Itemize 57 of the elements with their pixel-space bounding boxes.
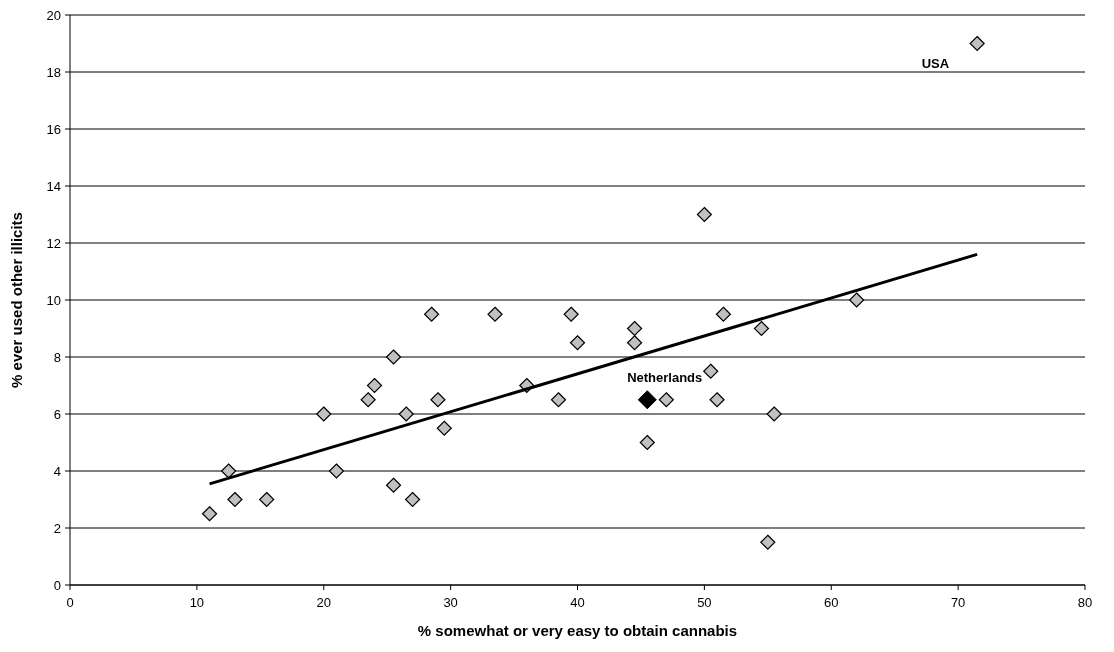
y-tick-label: 10	[46, 292, 61, 308]
point	[637, 390, 657, 410]
point	[201, 506, 218, 522]
point	[404, 491, 421, 508]
point	[709, 392, 725, 408]
x-tick-label: 80	[1077, 595, 1093, 610]
x-tick-label: 60	[824, 595, 839, 610]
y-axis-title: % ever used other illicits	[8, 212, 25, 388]
point	[753, 320, 770, 337]
point	[316, 406, 332, 422]
y-tick-label: 16	[46, 121, 61, 137]
x-tick-label: 50	[697, 595, 712, 610]
point	[563, 306, 579, 322]
y-tick-label: 4	[53, 463, 61, 479]
y-tick-label: 8	[53, 349, 61, 365]
point	[969, 35, 985, 52]
annotation: Netherlands	[627, 369, 703, 385]
point	[423, 306, 440, 322]
point	[658, 392, 674, 408]
y-tick-label: 20	[46, 7, 61, 23]
point	[766, 406, 782, 422]
point	[328, 463, 345, 479]
point	[760, 534, 776, 550]
y-tick-label: 2	[53, 520, 61, 536]
point	[626, 335, 643, 351]
point	[259, 491, 275, 508]
point	[220, 463, 237, 479]
point	[227, 491, 243, 508]
point	[626, 320, 643, 337]
x-tick-label: 70	[950, 595, 966, 610]
point	[715, 306, 732, 322]
annotation: USA	[921, 55, 950, 71]
point	[849, 292, 865, 308]
y-tick-label: 6	[53, 406, 61, 422]
point	[366, 377, 383, 394]
x-tick-label: 0	[66, 595, 74, 610]
x-tick-label: 10	[189, 595, 205, 610]
point	[696, 206, 712, 223]
y-tick-label: 12	[46, 235, 61, 251]
x-tick-label: 20	[316, 595, 331, 610]
point	[487, 306, 503, 322]
y-tick-label: 18	[46, 64, 61, 80]
x-tick-label: 30	[443, 595, 458, 610]
point	[550, 392, 567, 408]
point	[385, 349, 402, 365]
point	[639, 434, 655, 451]
point	[398, 406, 414, 422]
point	[569, 335, 586, 351]
x-tick-label: 40	[570, 595, 585, 610]
point	[703, 363, 719, 379]
point	[360, 392, 376, 408]
point	[385, 477, 402, 493]
x-axis-title: % somewhat or very easy to obtain cannabis	[417, 622, 738, 639]
y-tick-label: 0	[53, 577, 61, 593]
point	[436, 420, 452, 436]
point	[430, 392, 446, 408]
y-tick-label: 14	[46, 178, 61, 194]
